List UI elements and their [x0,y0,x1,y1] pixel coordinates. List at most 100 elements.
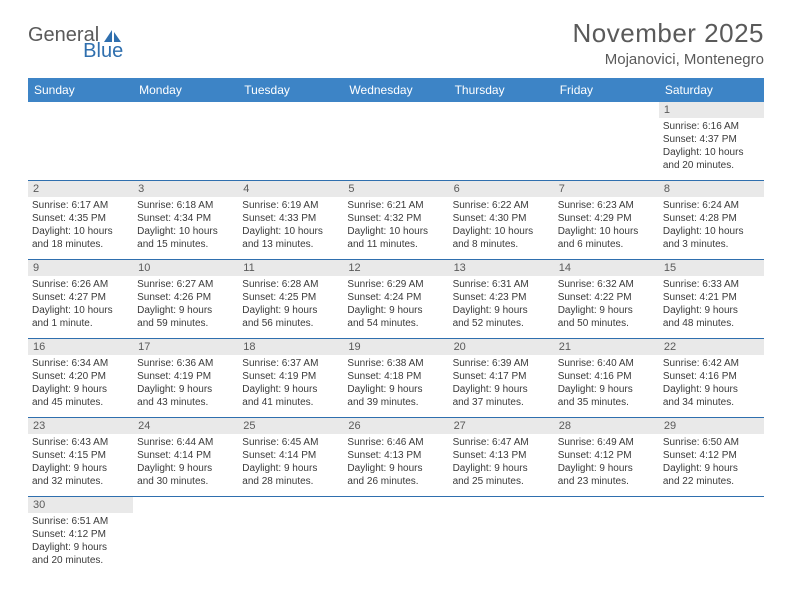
calendar-cell: 8Sunrise: 6:24 AMSunset: 4:28 PMDaylight… [659,181,764,260]
calendar-cell [238,102,343,181]
calendar-cell [343,102,448,181]
daylight-text: Daylight: 9 hours [558,462,655,475]
sunset-text: Sunset: 4:32 PM [347,212,444,225]
calendar-cell [449,102,554,181]
day-number: 18 [238,339,343,355]
calendar-cell [133,102,238,181]
daylight-text: Daylight: 10 hours [453,225,550,238]
sunset-text: Sunset: 4:17 PM [453,370,550,383]
calendar-cell: 10Sunrise: 6:27 AMSunset: 4:26 PMDayligh… [133,260,238,339]
calendar-cell [238,497,343,576]
logo-text-blue: Blue [83,40,123,63]
daylight-text: and 37 minutes. [453,396,550,409]
calendar-cell: 5Sunrise: 6:21 AMSunset: 4:32 PMDaylight… [343,181,448,260]
calendar-cell: 21Sunrise: 6:40 AMSunset: 4:16 PMDayligh… [554,339,659,418]
day-number: 29 [659,418,764,434]
daylight-text: and 20 minutes. [663,159,760,172]
day-number: 14 [554,260,659,276]
calendar-cell: 26Sunrise: 6:46 AMSunset: 4:13 PMDayligh… [343,418,448,497]
sunrise-text: Sunrise: 6:16 AM [663,120,760,133]
calendar-cell: 6Sunrise: 6:22 AMSunset: 4:30 PMDaylight… [449,181,554,260]
title-block: November 2025 Mojanovici, Montenegro [573,18,765,68]
sunset-text: Sunset: 4:12 PM [663,449,760,462]
day-number: 19 [343,339,448,355]
day-number: 26 [343,418,448,434]
daylight-text: and 3 minutes. [663,238,760,251]
weekday-header: Thursday [449,78,554,102]
daylight-text: Daylight: 9 hours [32,383,129,396]
sunrise-text: Sunrise: 6:36 AM [137,357,234,370]
sunrise-text: Sunrise: 6:21 AM [347,199,444,212]
sunset-text: Sunset: 4:16 PM [558,370,655,383]
calendar-cell: 17Sunrise: 6:36 AMSunset: 4:19 PMDayligh… [133,339,238,418]
calendar-cell: 24Sunrise: 6:44 AMSunset: 4:14 PMDayligh… [133,418,238,497]
sunset-text: Sunset: 4:30 PM [453,212,550,225]
sunset-text: Sunset: 4:14 PM [242,449,339,462]
day-number: 22 [659,339,764,355]
daylight-text: Daylight: 10 hours [663,146,760,159]
calendar-cell: 19Sunrise: 6:38 AMSunset: 4:18 PMDayligh… [343,339,448,418]
daylight-text: Daylight: 10 hours [32,225,129,238]
sunrise-text: Sunrise: 6:22 AM [453,199,550,212]
calendar-cell: 11Sunrise: 6:28 AMSunset: 4:25 PMDayligh… [238,260,343,339]
logo: General Blue [28,18,167,47]
sunrise-text: Sunrise: 6:39 AM [453,357,550,370]
calendar-cell: 28Sunrise: 6:49 AMSunset: 4:12 PMDayligh… [554,418,659,497]
day-number: 8 [659,181,764,197]
day-number: 9 [28,260,133,276]
daylight-text: Daylight: 9 hours [558,304,655,317]
day-number: 25 [238,418,343,434]
daylight-text: Daylight: 9 hours [347,304,444,317]
calendar-cell [554,497,659,576]
sunset-text: Sunset: 4:15 PM [32,449,129,462]
calendar-cell: 18Sunrise: 6:37 AMSunset: 4:19 PMDayligh… [238,339,343,418]
calendar-cell: 20Sunrise: 6:39 AMSunset: 4:17 PMDayligh… [449,339,554,418]
calendar-cell: 9Sunrise: 6:26 AMSunset: 4:27 PMDaylight… [28,260,133,339]
daylight-text: Daylight: 10 hours [242,225,339,238]
sunrise-text: Sunrise: 6:17 AM [32,199,129,212]
daylight-text: Daylight: 9 hours [242,462,339,475]
day-number: 21 [554,339,659,355]
weekday-header: Monday [133,78,238,102]
location-label: Mojanovici, Montenegro [573,51,765,68]
daylight-text: Daylight: 10 hours [32,304,129,317]
calendar-table: Sunday Monday Tuesday Wednesday Thursday… [28,78,764,575]
daylight-text: and 34 minutes. [663,396,760,409]
weekday-header: Tuesday [238,78,343,102]
daylight-text: Daylight: 9 hours [663,462,760,475]
daylight-text: and 23 minutes. [558,475,655,488]
sunrise-text: Sunrise: 6:32 AM [558,278,655,291]
day-number: 20 [449,339,554,355]
calendar-cell: 29Sunrise: 6:50 AMSunset: 4:12 PMDayligh… [659,418,764,497]
day-number: 15 [659,260,764,276]
daylight-text: Daylight: 9 hours [347,462,444,475]
calendar-cell: 25 Sunrise: 6:45 AMSunset: 4:14 PMDayligh… [238,418,343,497]
daylight-text: and 6 minutes. [558,238,655,251]
day-number: 2 [28,181,133,197]
calendar-cell: 27Sunrise: 6:47 AMSunset: 4:13 PMDayligh… [449,418,554,497]
sunset-text: Sunset: 4:33 PM [242,212,339,225]
daylight-text: Daylight: 9 hours [453,462,550,475]
sunset-text: Sunset: 4:13 PM [453,449,550,462]
daylight-text: and 11 minutes. [347,238,444,251]
sunrise-text: Sunrise: 6:27 AM [137,278,234,291]
weekday-header: Wednesday [343,78,448,102]
sunrise-text: Sunrise: 6:43 AM [32,436,129,449]
day-number: 7 [554,181,659,197]
calendar-week-row: 30Sunrise: 6:51 AMSunset: 4:12 PMDayligh… [28,497,764,576]
daylight-text: and 59 minutes. [137,317,234,330]
daylight-text: and 25 minutes. [453,475,550,488]
calendar-cell: 23Sunrise: 6:43 AMSunset: 4:15 PMDayligh… [28,418,133,497]
calendar-cell [343,497,448,576]
sunrise-text: Sunrise: 6:45 AM [242,436,339,449]
sunrise-text: Sunrise: 6:19 AM [242,199,339,212]
daylight-text: and 48 minutes. [663,317,760,330]
sunset-text: Sunset: 4:14 PM [137,449,234,462]
sunset-text: Sunset: 4:12 PM [32,528,129,541]
sunset-text: Sunset: 4:28 PM [663,212,760,225]
daylight-text: and 30 minutes. [137,475,234,488]
calendar-week-row: 1Sunrise: 6:16 AMSunset: 4:37 PMDaylight… [28,102,764,181]
daylight-text: and 41 minutes. [242,396,339,409]
sunrise-text: Sunrise: 6:31 AM [453,278,550,291]
calendar-cell: 15Sunrise: 6:33 AMSunset: 4:21 PMDayligh… [659,260,764,339]
